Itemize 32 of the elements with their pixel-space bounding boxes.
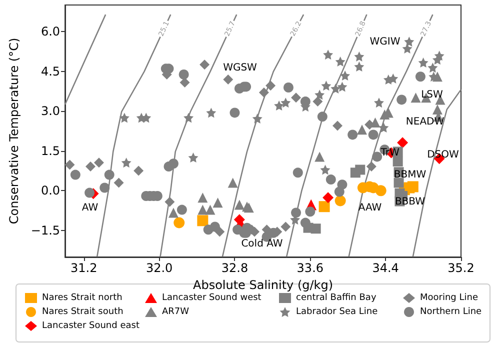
x-tick-label: 32.0 <box>146 261 173 275</box>
legend-label: Mooring Line <box>420 293 478 303</box>
annotation: LSW <box>421 90 444 100</box>
legend-label: Lancaster Sound west <box>162 293 262 303</box>
y-tick-label: 3.0 <box>40 104 60 118</box>
x-tick-label: 35.2 <box>448 261 474 275</box>
legend-label: Northern Line <box>420 307 482 317</box>
annotation: BBMW <box>394 170 426 180</box>
annotation: WGIW <box>370 36 400 48</box>
legend-label: central Baffin Bay <box>296 293 377 303</box>
y-tick-label: 4.5 <box>40 64 60 78</box>
legend-label: Nares Strait north <box>42 293 122 303</box>
y-tick-label: 6.0 <box>40 24 60 39</box>
annotation: NEADW <box>406 116 444 128</box>
legend-label: Lancaster Sound east <box>42 321 140 331</box>
annotation: Cold AW <box>241 238 283 250</box>
annotation: AW <box>82 202 98 214</box>
annotation: WGSW <box>223 62 258 74</box>
annotation: AAW <box>358 202 382 214</box>
y-tick-label: 0.0 <box>40 184 60 198</box>
y-axis-title: Conservative Temperature (°C) <box>7 38 21 224</box>
x-tick-label: 31.2 <box>70 261 98 275</box>
x-tick-label: 34.4 <box>372 261 399 275</box>
legend-label: Nares Strait south <box>42 307 124 317</box>
x-axis-title: Absolute Salinity (g/kg) <box>192 278 334 292</box>
x-tick-label: 33.6 <box>296 261 324 275</box>
legend-label: AR7W <box>162 307 190 317</box>
x-tick-label: 32.8 <box>221 261 248 275</box>
y-tick-label: −1.5 <box>30 223 60 238</box>
annotation: BBBW <box>394 196 426 208</box>
y-tick-label: 1.5 <box>40 144 60 158</box>
legend-label: Labrador Sea Line <box>296 307 378 317</box>
